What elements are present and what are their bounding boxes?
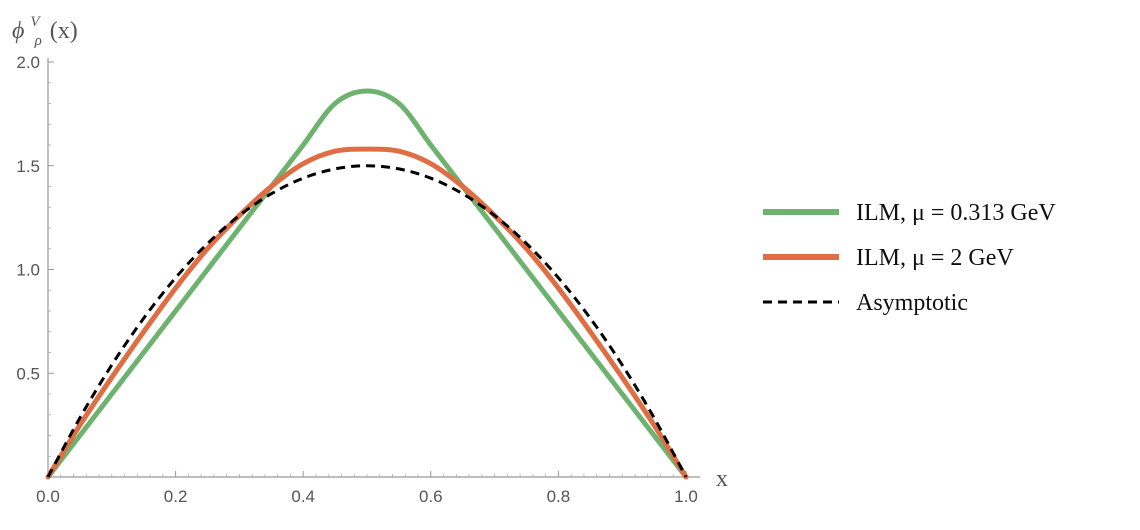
y-axis-label-arg: (x) bbox=[50, 18, 78, 44]
axis-tick-labels: 0.0 0.2 0.4 0.6 0.8 1.0 0.5 1.0 1.5 2.0 bbox=[16, 53, 697, 506]
y-axis-label-sup: V bbox=[30, 14, 41, 30]
x-tick-label: 0.8 bbox=[547, 487, 571, 506]
legend: ILM, μ = 0.313 GeV ILM, μ = 2 GeV Asymptot… bbox=[763, 200, 1056, 316]
axis-ticks bbox=[47, 61, 687, 477]
y-axis-label: ϕ V ρ (x) bbox=[12, 6, 78, 51]
y-axis-label-base: ϕ bbox=[12, 18, 24, 44]
x-axis-label: x bbox=[716, 466, 728, 492]
series-line-2 bbox=[45, 146, 689, 480]
y-tick-label: 2.0 bbox=[16, 53, 40, 72]
x-tick-label: 1.0 bbox=[674, 487, 698, 506]
series-group bbox=[45, 88, 689, 480]
series-line-1 bbox=[45, 88, 689, 480]
x-tick-label: 0.2 bbox=[164, 487, 188, 506]
x-tick-label: 0.4 bbox=[291, 487, 315, 506]
x-tick-label: 0.6 bbox=[419, 487, 443, 506]
x-tick-label: 0.0 bbox=[36, 487, 60, 506]
y-tick-label: 0.5 bbox=[16, 364, 40, 383]
y-tick-label: 1.5 bbox=[16, 157, 40, 176]
y-tick-label: 1.0 bbox=[16, 261, 40, 280]
legend-label-1: ILM, μ = 0.313 GeV bbox=[856, 200, 1056, 226]
y-axis-label-sub: ρ bbox=[34, 33, 42, 49]
legend-label-2: ILM, μ = 2 GeV bbox=[856, 245, 1014, 271]
legend-label-3: Asymptotic bbox=[856, 290, 968, 316]
series-line-3 bbox=[46, 164, 688, 478]
